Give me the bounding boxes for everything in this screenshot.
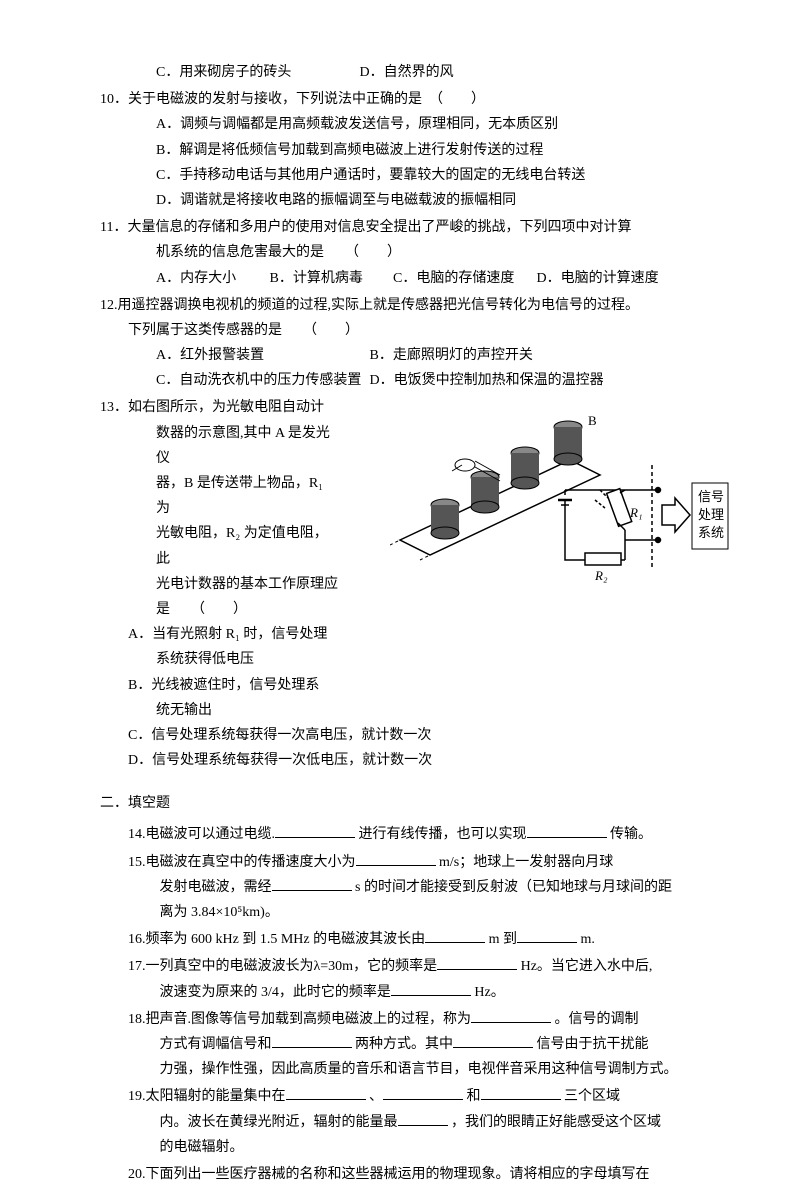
q12-stem1: 12.用遥控器调换电视机的频道的过程,实际上就是传感器把光信号转化为电信号的过程… (100, 293, 720, 318)
q10-opt-d: D．调谐就是将接收电路的振幅调至与电磁载波的振幅相同 (100, 188, 720, 213)
blank (527, 823, 607, 838)
q13-a2: 系统获得低电压 (100, 647, 340, 672)
q12-row1: A．红外报警装置 B．走廊照明灯的声控开关 (100, 343, 720, 368)
q12-stem2: 下列属于这类传感器的是 （ ） (100, 318, 720, 343)
q19-t3: 和 (467, 1089, 481, 1104)
q17-t4: Hz。 (474, 985, 504, 1000)
q9-opt-d: D．自然界的风 (360, 65, 454, 80)
q17-t2: Hz。当它进入水中后, (521, 959, 653, 974)
q15-t3: 发射电磁波，需经 (160, 880, 272, 895)
q13-l5: 光电计数器的基本工作原理应 (100, 572, 340, 597)
q13-b1: B．光线被遮住时，信号处理系 (100, 673, 340, 698)
q14: 14.电磁波可以通过电缆. 进行有线传播，也可以实现 传输。 (100, 822, 720, 847)
q12-opt-b: B．走廊照明灯的声控开关 (370, 348, 533, 363)
blank (517, 928, 577, 943)
q19-t1: 19.太阳辐射的能量集中在 (128, 1089, 286, 1104)
blank (437, 955, 517, 970)
q12-row2: C．自动洗衣机中的压力传感装置 D．电饭煲中控制加热和保温的温控器 (100, 368, 720, 393)
q9-opt-c: C．用来砌房子的砖头 (156, 60, 356, 85)
q13-l6: 是 （ ） (100, 597, 340, 622)
q12: 12.用遥控器调换电视机的频道的过程,实际上就是传感器把光信号转化为电信号的过程… (100, 293, 720, 394)
q18-t1: 18.把声音.图像等信号加载到高频电磁波上的过程，称为 (128, 1012, 471, 1027)
blank (471, 1008, 551, 1023)
q16: 16.频率为 600 kHz 到 1.5 MHz 的电磁波其波长由 m 到 m. (100, 927, 720, 952)
blank (425, 928, 485, 943)
blank (383, 1085, 463, 1100)
q14-t2: 进行有线传播，也可以实现 (359, 827, 527, 842)
q13-b2: 统无输出 (100, 698, 340, 723)
q19-t6: ，我们的眼睛正好能感受这个区域 (451, 1115, 661, 1130)
q15-t1: 15.电磁波在真空中的传播速度大小为 (128, 855, 356, 870)
q13-a1: A．当有光照射 R₁ 时，信号处理 (100, 622, 340, 647)
q16-t1: 16.频率为 600 kHz 到 1.5 MHz 的电磁波其波长由 (128, 932, 425, 947)
blank (275, 823, 355, 838)
q10-stem: 10．关于电磁波的发射与接收，下列说法中正确的是 （ ） (100, 87, 720, 112)
q11-opt-a: A．内存大小 (156, 266, 266, 291)
q13-d: D．信号处理系统每获得一次低电压，就计数一次 (100, 748, 720, 773)
q20: 20.下面列出一些医疗器械的名称和这些器械运用的物理现象。请将相应的字母填写在 (100, 1162, 720, 1187)
q13-l1: 13．如右图所示，为光敏电阻自动计 (100, 395, 340, 420)
q11-opt-d: D．电脑的计算速度 (537, 271, 659, 286)
q19: 19.太阳辐射的能量集中在 、 和 三个区域 内。波长在黄绿光附近，辐射的能量最… (100, 1084, 720, 1160)
q18-t3: 方式有调幅信号和 (160, 1037, 272, 1052)
q10: 10．关于电磁波的发射与接收，下列说法中正确的是 （ ） A．调频与调幅都是用高… (100, 87, 720, 213)
q19-t2: 、 (369, 1089, 383, 1104)
q12-opt-a: A．红外报警装置 (156, 343, 366, 368)
q14-t3: 传输。 (610, 827, 652, 842)
fig-label-r2: R₂ (594, 568, 608, 583)
q17-t3: 波速变为原来的 3/4，此时它的频率是 (160, 985, 391, 1000)
q18-t5: 信号由于抗干扰能 (537, 1037, 649, 1052)
blank (391, 981, 471, 996)
q13-figure: B (390, 395, 730, 585)
q13-l2: 数器的示意图,其中 A 是发光仪 (100, 421, 340, 471)
q11-opt-c: C．电脑的存储速度 (393, 266, 533, 291)
q19-t7: 的电磁辐射。 (160, 1140, 244, 1155)
q16-t2: m 到 (489, 932, 517, 947)
q15-t4: s 的时间才能接受到反射波（已知地球与月球间的距 (355, 880, 672, 895)
q14-t1: 14.电磁波可以通过电缆. (128, 827, 275, 842)
blank (272, 1033, 352, 1048)
q15: 15.电磁波在真空中的传播速度大小为 m/s；地球上一发射器向月球 发射电磁波，… (100, 850, 720, 926)
q18-t2: 。信号的调制 (555, 1012, 639, 1027)
q13-c: C．信号处理系统每获得一次高电压，就计数一次 (100, 723, 720, 748)
q15-t2: m/s；地球上一发射器向月球 (439, 855, 613, 870)
q11-stem2: 机系统的信息危害最大的是 （ ） (100, 240, 720, 265)
q10-opt-c: C．手持移动电话与其他用户通话时，要靠较大的固定的无线电台转送 (100, 163, 720, 188)
blank (481, 1085, 561, 1100)
q17: 17.一列真空中的电磁波波长为λ=30m，它的频率是 Hz。当它进入水中后, 波… (100, 954, 720, 1004)
q13: 13．如右图所示，为光敏电阻自动计 数器的示意图,其中 A 是发光仪 器，B 是… (100, 395, 720, 773)
section-2-title: 二．填空题 (100, 791, 720, 816)
q12-opt-d: D．电饭煲中控制加热和保温的温控器 (370, 373, 604, 388)
q10-opt-a: A．调频与调幅都是用高频载波发送信号，原理相同，无本质区别 (100, 112, 720, 137)
q11-opts: A．内存大小 B．计算机病毒 C．电脑的存储速度 D．电脑的计算速度 (100, 266, 720, 291)
q15-t5: 离为 3.84×10⁵km)。 (160, 905, 279, 920)
q11-stem1: 11．大量信息的存储和多用户的使用对信息安全提出了严峻的挑战，下列四项中对计算 (100, 215, 720, 240)
blank (398, 1111, 448, 1126)
q11: 11．大量信息的存储和多用户的使用对信息安全提出了严峻的挑战，下列四项中对计算 … (100, 215, 720, 291)
blank (272, 876, 352, 891)
q12-opt-c: C．自动洗衣机中的压力传感装置 (156, 368, 366, 393)
blank (286, 1085, 366, 1100)
q13-l3: 器，B 是传送带上物品，R₁ 为 (100, 471, 340, 521)
q9-options: C．用来砌房子的砖头 D．自然界的风 (100, 60, 720, 85)
fig-label-r1: R₁ (629, 505, 642, 520)
q13-l4: 光敏电阻，R₂ 为定值电阻，此 (100, 521, 340, 571)
blank (356, 851, 436, 866)
q18-t4: 两种方式。其中 (355, 1037, 453, 1052)
q18-t6: 力强，操作性强，因此高质量的音乐和语言节目，电视伴音采用这种信号调制方式。 (160, 1062, 678, 1077)
fig-box-3: 系统 (698, 525, 724, 540)
fig-box-2: 处理 (698, 507, 724, 522)
fig-box-1: 信号 (698, 489, 724, 504)
q19-t5: 内。波长在黄绿光附近，辐射的能量最 (160, 1115, 398, 1130)
q19-t4: 三个区域 (564, 1089, 620, 1104)
q11-opt-b: B．计算机病毒 (270, 266, 390, 291)
fig-label-b: B (588, 413, 597, 428)
blank (453, 1033, 533, 1048)
q18: 18.把声音.图像等信号加载到高频电磁波上的过程，称为 。信号的调制 方式有调幅… (100, 1007, 720, 1083)
q10-opt-b: B．解调是将低频信号加载到高频电磁波上进行发射传送的过程 (100, 138, 720, 163)
q17-t1: 17.一列真空中的电磁波波长为λ=30m，它的频率是 (128, 959, 437, 974)
q16-t3: m. (581, 932, 595, 947)
